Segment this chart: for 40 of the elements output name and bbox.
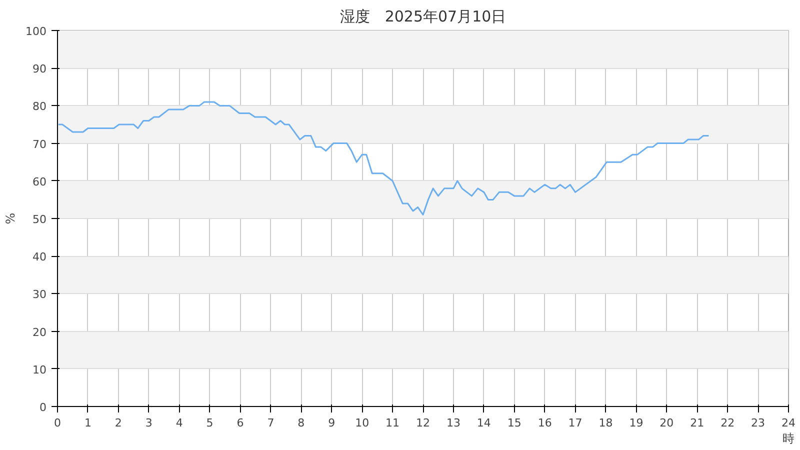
x-tick-label: 3	[145, 416, 152, 430]
x-tick-label: 17	[568, 416, 582, 430]
x-tick-label: 9	[328, 416, 336, 430]
x-tick-label: 21	[690, 416, 704, 430]
x-axis-title: 時	[782, 432, 794, 446]
y-tick-label: 60	[32, 175, 47, 188]
x-tick-label: 1	[84, 416, 92, 430]
x-tick-label: 6	[236, 416, 244, 430]
y-axis-title: %	[4, 212, 18, 224]
line-series	[58, 101, 710, 216]
y-tick-label: 0	[40, 401, 46, 414]
x-tick-label: 0	[54, 416, 61, 430]
y-tick-label: 80	[32, 100, 47, 114]
x-tick-label: 22	[720, 416, 735, 430]
x-tick-label: 8	[298, 416, 305, 430]
y-tick-label: 70	[32, 138, 47, 151]
y-tick-label: 10	[32, 363, 47, 376]
y-tick-label: 20	[32, 326, 47, 339]
x-tick-label: 18	[598, 416, 613, 430]
x-tick-label: 10	[355, 416, 370, 430]
x-tick-label: 11	[386, 416, 400, 430]
y-tick-label: 40	[32, 250, 47, 264]
chart-title: 湿度 2025年07月10日	[340, 8, 506, 26]
x-tick-label: 19	[629, 416, 644, 430]
x-tick-label: 24	[782, 416, 796, 430]
x-tick-label: 7	[267, 416, 274, 430]
y-tick-label: 30	[32, 288, 47, 302]
y-tick-label: 100	[26, 25, 47, 38]
x-tick-label: 5	[206, 416, 214, 430]
x-tick-label: 15	[507, 416, 522, 430]
x-tick-label: 12	[416, 416, 430, 430]
x-tick-label: 4	[176, 416, 183, 430]
x-tick-label: 13	[446, 416, 460, 430]
y-tick-label: 50	[32, 213, 47, 226]
x-tick-label: 2	[114, 416, 122, 430]
x-tick-label: 16	[538, 416, 552, 430]
x-tick-label: 20	[660, 416, 674, 430]
y-tick-label: 90	[32, 62, 47, 76]
x-tick-label: 23	[751, 416, 766, 430]
x-tick-label: 14	[476, 416, 491, 430]
